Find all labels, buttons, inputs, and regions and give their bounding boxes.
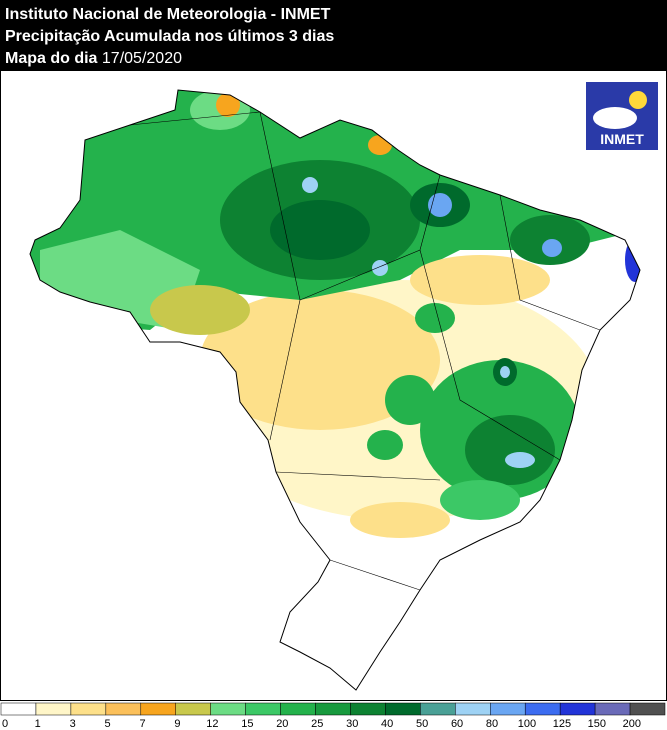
inmet-logo: INMET (586, 82, 658, 150)
colorbar-label: 200 (623, 718, 641, 730)
colorbar-swatch (35, 702, 72, 716)
colorbar-label: 100 (518, 718, 536, 730)
state-borders (129, 111, 601, 591)
colorbar-swatch (280, 702, 316, 716)
colorbar-label: 25 (311, 718, 323, 730)
colorbar-label: 12 (206, 718, 218, 730)
colorbar-swatch (594, 702, 631, 716)
colorbar-swatch (315, 702, 351, 716)
colorbar-swatch (245, 702, 281, 716)
colorbar-swatch (210, 702, 246, 716)
colorbar-label: 9 (174, 718, 180, 730)
colorbar-swatch (629, 702, 666, 716)
colorbar-label: 50 (416, 718, 428, 730)
header-subtitle: Precipitação Acumulada nos últimos 3 dia… (5, 28, 334, 45)
colorbar-label: 150 (588, 718, 606, 730)
colorbar-label: 3 (70, 718, 76, 730)
colorbar-label: 15 (241, 718, 253, 730)
header-band (0, 0, 667, 70)
colorbar-swatch (175, 702, 211, 716)
colorbar-label: 125 (553, 718, 571, 730)
date-value: 17/05/2020 (102, 50, 182, 67)
colorbar-swatch (350, 702, 386, 716)
colorbar-label: 40 (381, 718, 393, 730)
colorbar-label: 0 (2, 718, 8, 730)
colorbar-swatch (455, 702, 491, 716)
colorbar-swatch (490, 702, 526, 716)
date-label: Mapa do dia (5, 50, 98, 67)
colorbar-swatch (140, 702, 176, 716)
colorbar-label: 5 (105, 718, 111, 730)
colorbar-swatch (559, 702, 596, 716)
colorbar-label: 60 (451, 718, 463, 730)
colorbar-label: 80 (486, 718, 498, 730)
colorbar-swatch (524, 702, 561, 716)
colorbar-swatch (0, 702, 37, 716)
colorbar-swatch (105, 702, 142, 716)
colorbar-label: 7 (139, 718, 145, 730)
logo-text: INMET (600, 131, 644, 147)
colorbar-label: 1 (35, 718, 41, 730)
colorbar-swatch (70, 702, 107, 716)
header-date: Mapa do dia 17/05/2020 (5, 50, 182, 67)
colorbar-label: 20 (276, 718, 288, 730)
header-title: Instituto Nacional de Meteorologia - INM… (5, 6, 331, 23)
colorbar: 0 1 3 5 7 9 12 15 20 25 30 40 50 60 80 100 125 150 200 (0, 702, 666, 730)
colorbar-swatch (420, 702, 456, 716)
colorbar-label: 30 (346, 718, 358, 730)
colorbar-swatch (385, 702, 421, 716)
